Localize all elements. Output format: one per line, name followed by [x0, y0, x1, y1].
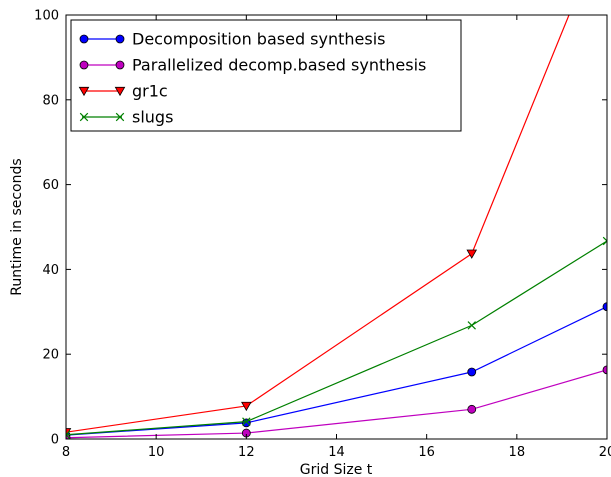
- legend-marker: [115, 112, 125, 122]
- x-tick-label: 18: [509, 445, 526, 460]
- legend-marker: [79, 34, 89, 44]
- x-tick-label: 12: [238, 445, 255, 460]
- legend-label: gr1c: [132, 82, 168, 101]
- y-tick-label: 0: [51, 433, 59, 448]
- legend-marker: [115, 34, 125, 44]
- x-axis-title: Grid Size t: [300, 462, 373, 477]
- legend-label: Decomposition based synthesis: [132, 30, 386, 49]
- legend: Decomposition based synthesis Parallelize…: [70, 19, 462, 132]
- y-tick-label: 80: [42, 93, 59, 108]
- series-line: [66, 306, 607, 436]
- y-axis-title: Runtime in seconds: [9, 158, 25, 295]
- legend-label: slugs: [132, 108, 173, 127]
- data-point: [467, 321, 476, 330]
- legend-marker: [78, 86, 90, 97]
- data-point: [602, 236, 607, 246]
- legend-label: Parallelized decomp.based synthesis: [132, 56, 426, 75]
- y-tick-label: 60: [42, 178, 59, 193]
- x-tick-label: 16: [418, 445, 435, 460]
- data-point: [467, 367, 477, 377]
- legend-items: Decomposition based synthesis Parallelize…: [78, 30, 426, 127]
- series-line: [66, 369, 607, 439]
- x-tick-label: 14: [328, 445, 345, 460]
- legend-marker: [115, 60, 125, 70]
- series-slugs: [66, 236, 607, 439]
- legend-marker: [79, 112, 89, 122]
- data-point: [66, 430, 71, 439]
- data-point: [242, 417, 251, 426]
- data-point: [467, 404, 477, 414]
- series-decomposition-based-synthesis: [66, 302, 607, 439]
- legend-entry-decomposition-based-synthesis: Decomposition based synthesis: [79, 30, 386, 49]
- x-tick-label: 8: [62, 445, 70, 460]
- data-point: [241, 401, 252, 412]
- legend-marker: [79, 60, 89, 70]
- y-tick-label: 100: [34, 9, 59, 24]
- y-tick-label: 40: [42, 263, 59, 278]
- axis-ticks: 8 10 12 14 16 18 20 0 20 40 60 80 100: [34, 9, 611, 461]
- data-point: [602, 365, 607, 375]
- y-tick-label: 20: [42, 348, 59, 363]
- legend-marker: [114, 86, 126, 97]
- legend-entry-parallelized-decomp-based-synthesis: Parallelized decomp.based synthesis: [79, 56, 426, 75]
- legend-box: [70, 19, 462, 132]
- series-line: [66, 15, 570, 433]
- legend-entry-slugs: slugs: [79, 108, 173, 127]
- x-tick-label: 20: [599, 445, 611, 460]
- data-point: [602, 302, 607, 312]
- x-tick-label: 10: [148, 445, 165, 460]
- series-line: [66, 240, 607, 436]
- legend-entry-gr1c: gr1c: [78, 82, 168, 101]
- data-point: [466, 249, 478, 259]
